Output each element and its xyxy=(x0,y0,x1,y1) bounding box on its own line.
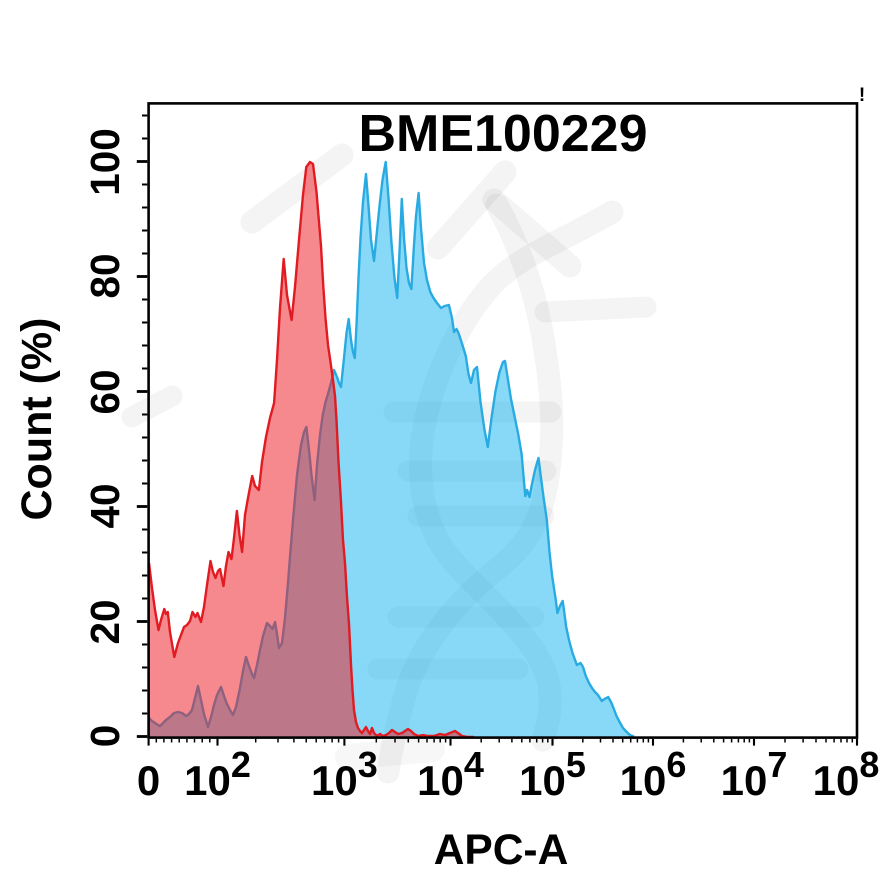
svg-text:0: 0 xyxy=(82,725,128,748)
svg-text:0: 0 xyxy=(137,757,160,804)
svg-text:40: 40 xyxy=(82,483,128,528)
svg-text:80: 80 xyxy=(82,253,128,298)
svg-text:60: 60 xyxy=(82,369,128,414)
svg-text:100: 100 xyxy=(82,128,128,196)
svg-text:BME100229: BME100229 xyxy=(358,105,647,163)
svg-text:20: 20 xyxy=(82,599,128,644)
svg-text:!: ! xyxy=(859,85,865,106)
svg-text:Count (%): Count (%) xyxy=(13,318,61,521)
svg-text:APC-A: APC-A xyxy=(434,827,569,874)
